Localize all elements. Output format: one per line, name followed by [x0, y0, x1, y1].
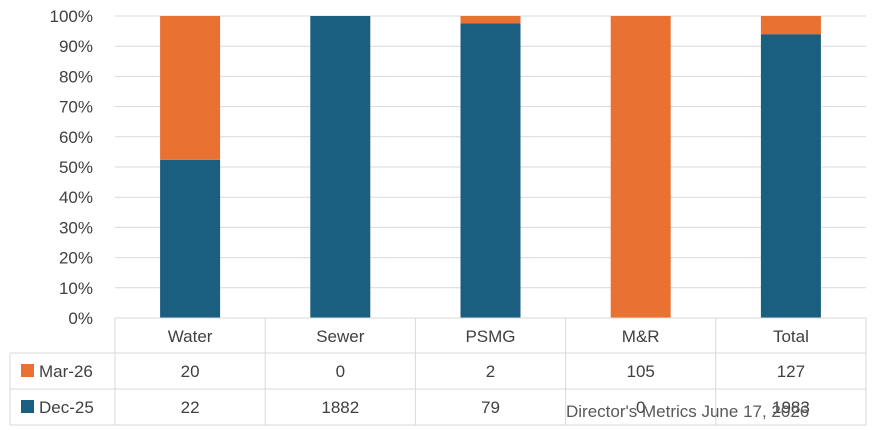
- y-tick-label: 80%: [59, 67, 93, 86]
- bar-segment: [760, 34, 821, 319]
- bar-segment: [760, 16, 821, 35]
- table-cell: 1882: [321, 398, 359, 417]
- table-cell: 105: [627, 362, 655, 381]
- legend-swatch: [21, 400, 34, 413]
- table-cell: 0: [336, 362, 345, 381]
- category-label: M&R: [622, 327, 660, 346]
- y-tick-label: 60%: [59, 128, 93, 147]
- y-tick-label: 20%: [59, 249, 93, 268]
- y-tick-label: 40%: [59, 188, 93, 207]
- category-label: Water: [168, 327, 213, 346]
- legend-label: Dec-25: [39, 398, 94, 417]
- category-label: PSMG: [465, 327, 515, 346]
- bar-segment: [460, 16, 521, 24]
- table-cell: 22: [181, 398, 200, 417]
- y-tick-label: 70%: [59, 98, 93, 117]
- y-tick-label: 100%: [50, 7, 93, 26]
- y-tick-label: 0%: [68, 309, 93, 328]
- bar-segment: [160, 159, 221, 318]
- table-cell: 0: [636, 398, 645, 417]
- legend-swatch: [21, 364, 34, 377]
- table-cell: 2: [486, 362, 495, 381]
- table-cell: 127: [777, 362, 805, 381]
- bar-segment: [160, 16, 221, 160]
- category-label: Total: [773, 327, 809, 346]
- y-tick-label: 50%: [59, 158, 93, 177]
- table-cell: 79: [481, 398, 500, 417]
- bars: [160, 16, 821, 319]
- y-tick-label: 30%: [59, 218, 93, 237]
- legend-label: Mar-26: [39, 362, 93, 381]
- y-tick-label: 10%: [59, 279, 93, 298]
- y-axis-tick-labels: 0% 10% 20% 30% 40% 50% 60% 70% 80% 90% 100%: [50, 7, 93, 328]
- bar-segment: [610, 16, 671, 318]
- table-cell: 20: [181, 362, 200, 381]
- y-tick-label: 90%: [59, 37, 93, 56]
- data-table: Water Sewer PSMG M&R Total Mar-26 20 0 2 105 127 De…: [9, 317, 867, 426]
- bar-segment: [460, 23, 521, 319]
- table-cell: 1983: [772, 398, 810, 417]
- category-label: Sewer: [316, 327, 365, 346]
- bar-segment: [310, 16, 371, 318]
